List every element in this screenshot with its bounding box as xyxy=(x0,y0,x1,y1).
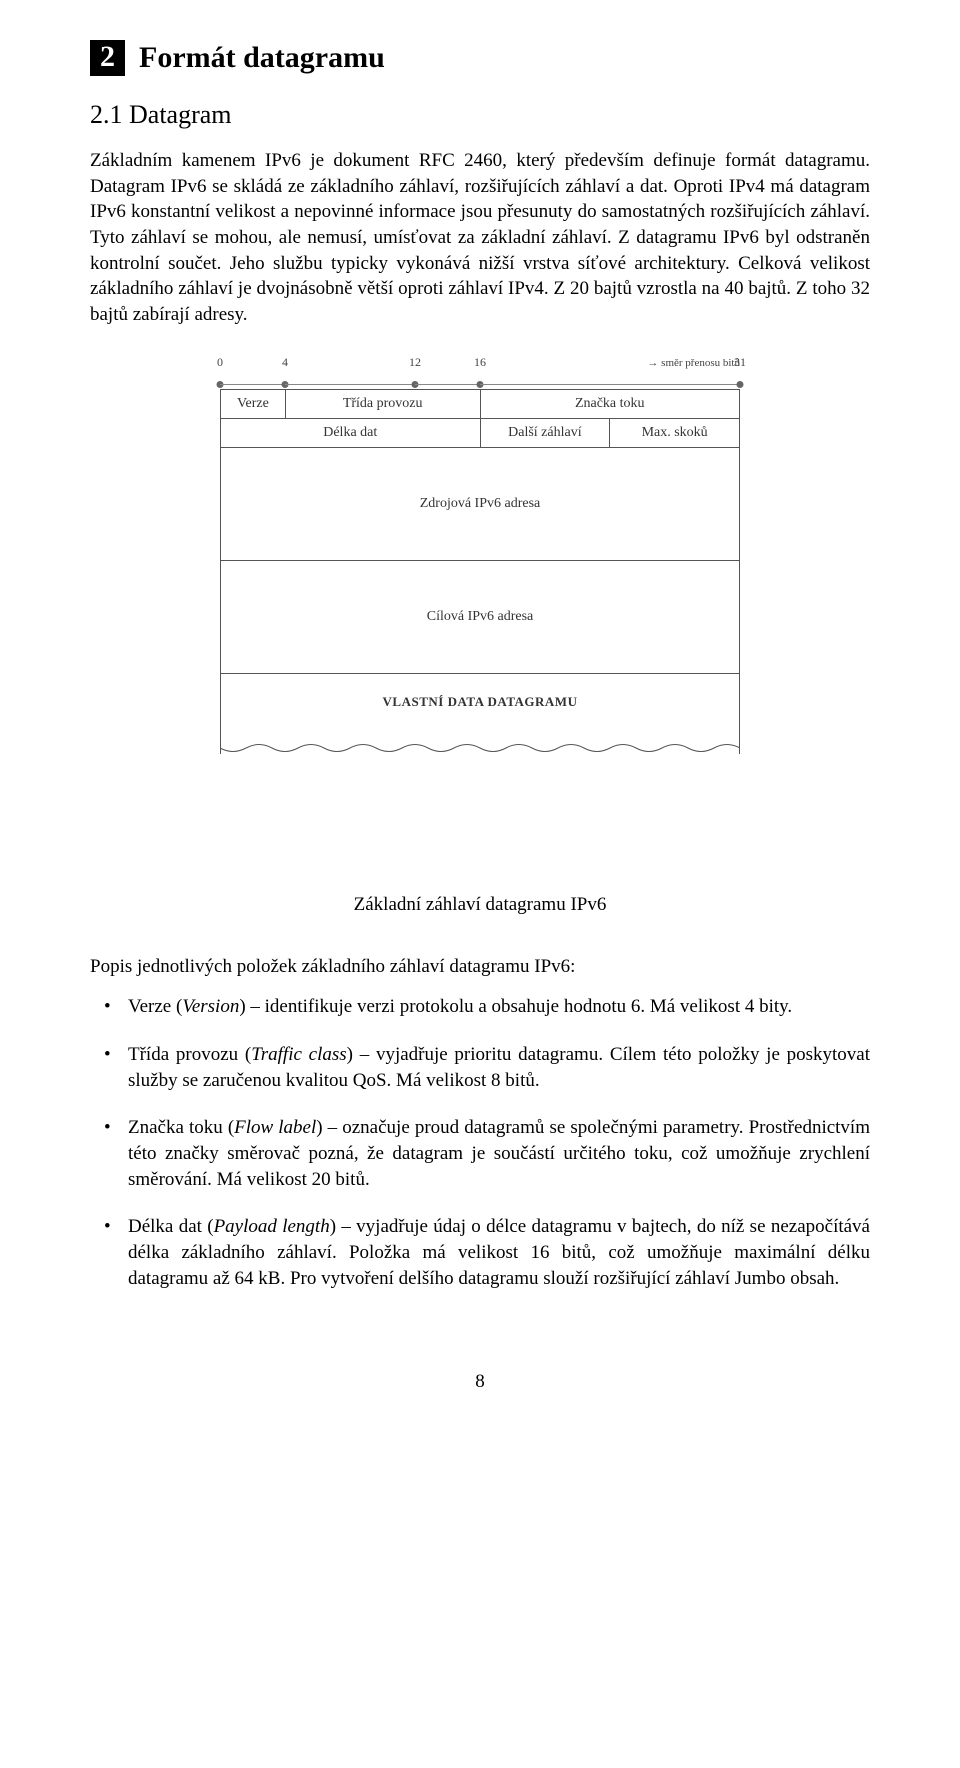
field-verze: Verze xyxy=(221,390,286,419)
section-heading: 2.1 Datagram xyxy=(90,100,870,130)
table-row: Délka dat Další záhlaví Max. skoků xyxy=(221,419,740,448)
list-item: Značka toku (Flow label) – označuje prou… xyxy=(90,1115,870,1192)
field-dalsi-zahlavi: Další záhlaví xyxy=(480,419,610,448)
list-item: Třída provozu (Traffic class) – vyjadřuj… xyxy=(90,1042,870,1093)
table-row: Verze Třída provozu Značka toku xyxy=(221,390,740,419)
datagram-figure: 0 4 12 16 31 → směr přenosu bitů Verze T… xyxy=(220,355,740,754)
bit-direction-label: → směr přenosu bitů xyxy=(647,357,740,369)
figure-caption: Základní záhlaví datagramu IPv6 xyxy=(90,894,870,916)
field-znacka-toku: Značka toku xyxy=(480,390,740,419)
torn-edge-icon xyxy=(220,741,740,755)
field-src-addr: Zdrojová IPv6 adresa xyxy=(221,448,740,561)
bit-scale: 0 4 12 16 31 → směr přenosu bitů xyxy=(220,355,740,375)
desc-intro: Popis jednotlivých položek základního zá… xyxy=(90,956,870,978)
bit-tick-4: 4 xyxy=(282,355,288,370)
field-description-list: Verze (Version) – identifikuje verzi pro… xyxy=(90,994,870,1291)
chapter-number-badge: 2 xyxy=(90,40,125,76)
bit-scale-line xyxy=(220,381,740,389)
bit-tick-16: 16 xyxy=(474,355,486,370)
list-item: Délka dat (Payload length) – vyjadřuje ú… xyxy=(90,1214,870,1291)
payload-row: VLASTNÍ DATA DATAGRAMU xyxy=(220,673,740,754)
field-trida-provozu: Třída provozu xyxy=(285,390,480,419)
field-dst-addr: Cílová IPv6 adresa xyxy=(221,561,740,674)
table-row: Cílová IPv6 adresa xyxy=(221,561,740,674)
list-item: Verze (Version) – identifikuje verzi pro… xyxy=(90,994,870,1020)
field-delka-dat: Délka dat xyxy=(221,419,481,448)
header-table: Verze Třída provozu Značka toku Délka da… xyxy=(220,389,740,674)
payload-label: VLASTNÍ DATA DATAGRAMU xyxy=(221,674,739,710)
chapter-title: Formát datagramu xyxy=(139,41,385,75)
page-number: 8 xyxy=(90,1371,870,1393)
bit-tick-0: 0 xyxy=(217,355,223,370)
bit-tick-12: 12 xyxy=(409,355,421,370)
field-max-skoku: Max. skoků xyxy=(610,419,740,448)
table-row: Zdrojová IPv6 adresa xyxy=(221,448,740,561)
chapter-heading: 2 Formát datagramu xyxy=(90,40,870,76)
intro-paragraph: Základním kamenem IPv6 je dokument RFC 2… xyxy=(90,148,870,327)
